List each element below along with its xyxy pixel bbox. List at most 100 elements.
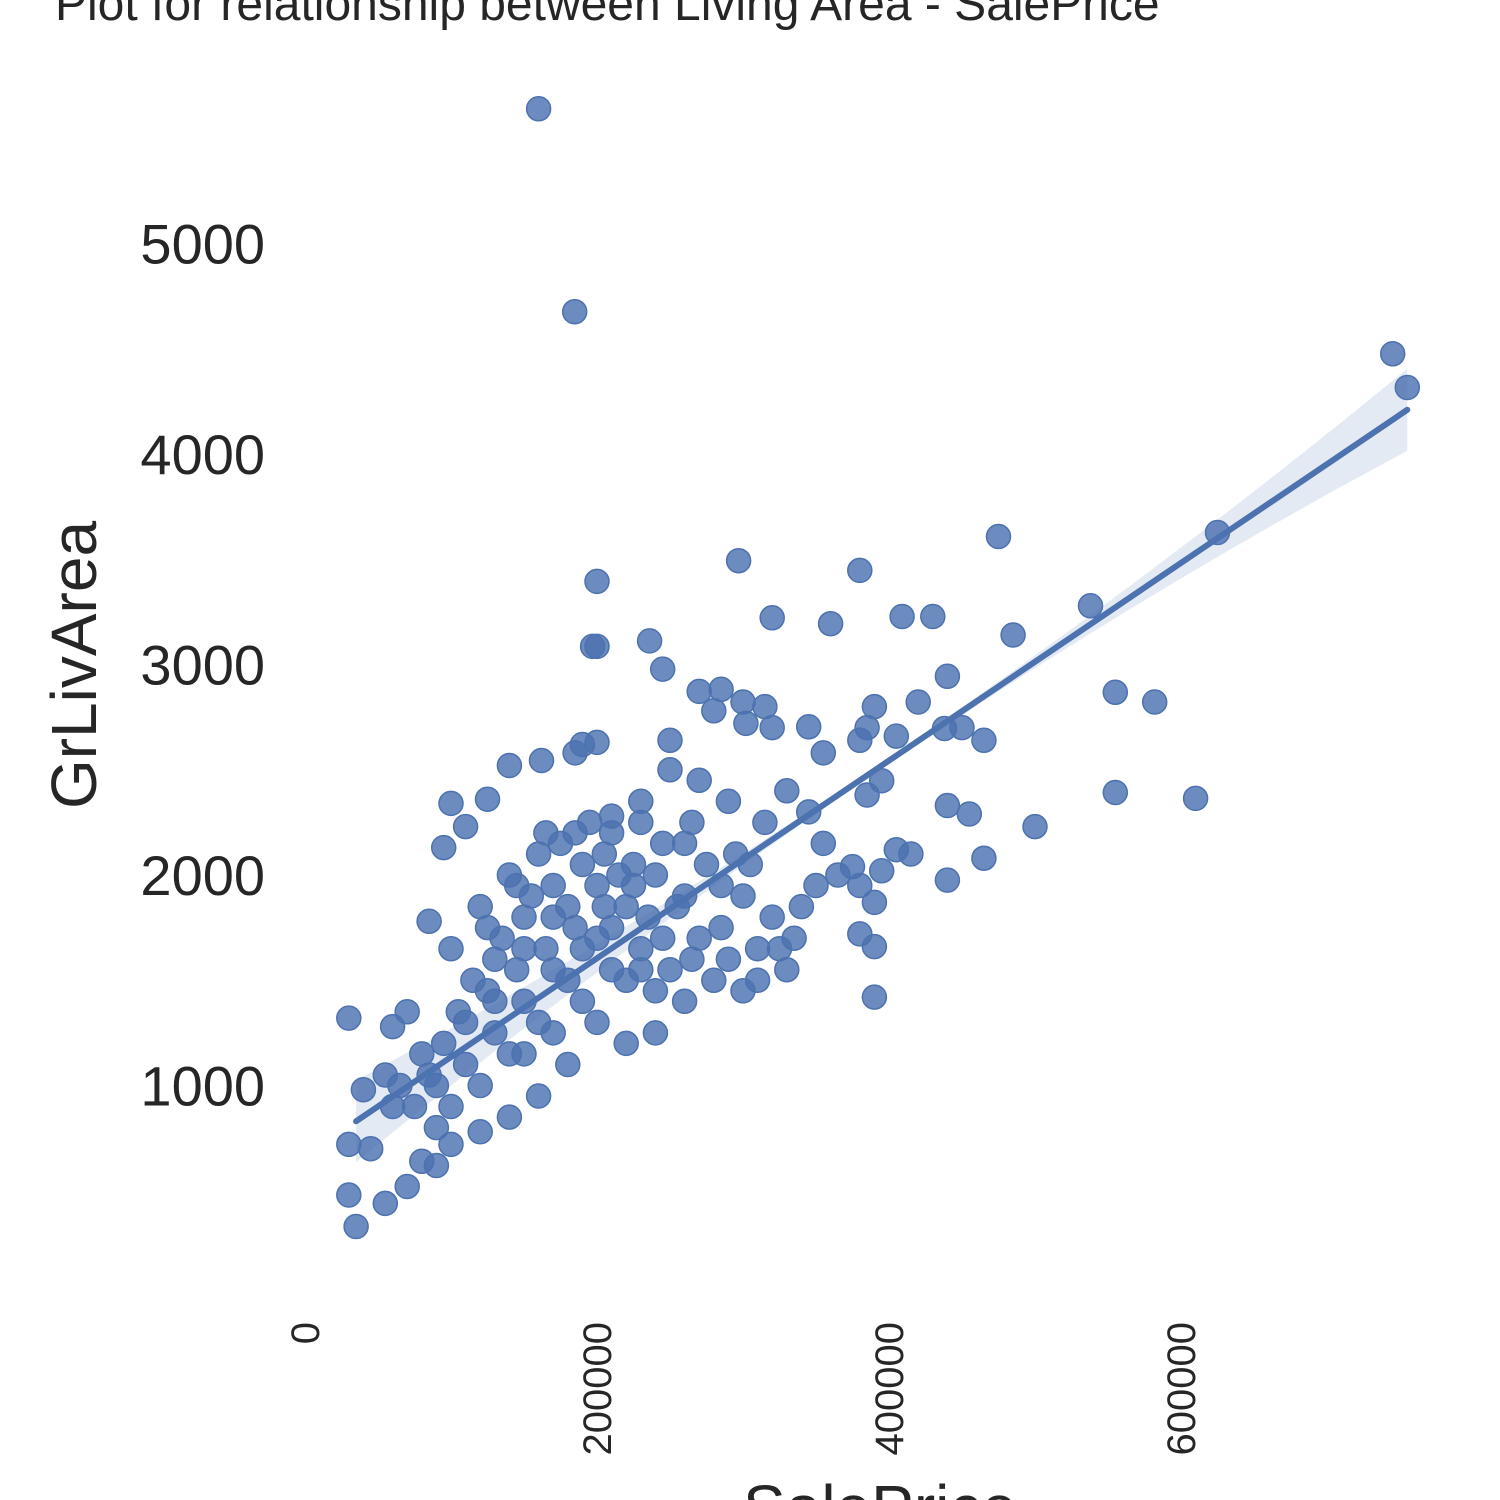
scatter-point — [768, 937, 792, 961]
scatter-point — [592, 842, 616, 866]
scatter-point — [855, 783, 879, 807]
scatter-point — [935, 868, 959, 892]
scatter-point — [651, 831, 675, 855]
chart-title: Plot for relationship between Living Are… — [55, 0, 1160, 31]
scatter-point — [687, 926, 711, 950]
x-tick-label: 400000 — [868, 1322, 912, 1455]
x-tick-labels: 0 200000 400000 600000 — [284, 1322, 1204, 1455]
scatter-point — [476, 916, 500, 940]
scatter-point — [658, 728, 682, 752]
scatter-point — [1381, 342, 1405, 366]
y-tick-labels: 1000 2000 3000 4000 5000 — [140, 213, 265, 1118]
scatter-point — [709, 677, 733, 701]
scatter-point — [622, 853, 646, 877]
scatter-point — [585, 874, 609, 898]
scatter-point — [1079, 594, 1103, 618]
scatter-point — [1103, 680, 1127, 704]
scatter-point — [760, 716, 784, 740]
scatter-point — [541, 874, 565, 898]
scatter-point — [446, 1000, 470, 1024]
scatter-point — [906, 690, 930, 714]
scatter-point — [1023, 815, 1047, 839]
scatter-point — [870, 859, 894, 883]
y-axis-label: GrLivArea — [38, 521, 110, 810]
scatter-point — [760, 606, 784, 630]
scatter-point — [716, 947, 740, 971]
scatter-point — [570, 989, 594, 1013]
scatter-point — [337, 1132, 361, 1156]
scatter-point — [899, 842, 923, 866]
scatter-point — [541, 905, 565, 929]
scatter-point — [731, 979, 755, 1003]
scatter-point — [862, 935, 886, 959]
scatter-point — [585, 569, 609, 593]
scatter-point — [643, 863, 667, 887]
scatter-point — [424, 1154, 448, 1178]
scatter-point — [760, 905, 784, 929]
scatter-point — [395, 1175, 419, 1199]
scatter-point — [512, 937, 536, 961]
scatter-point — [775, 779, 799, 803]
x-axis-label: SalePrice — [743, 1472, 1017, 1500]
scatter-point — [417, 909, 441, 933]
scatter-point — [600, 804, 624, 828]
scatter-point — [439, 1095, 463, 1119]
scatter-point — [497, 1105, 521, 1129]
scatter-point — [987, 525, 1011, 549]
scatter-point — [811, 741, 835, 765]
scatter-point — [497, 754, 521, 778]
scatter-point — [680, 810, 704, 834]
scatter-point — [673, 989, 697, 1013]
y-tick-label: 1000 — [140, 1055, 265, 1118]
scatter-point — [556, 1053, 580, 1077]
y-tick-label: 3000 — [140, 634, 265, 697]
y-tick-label: 2000 — [140, 844, 265, 907]
scatter-point — [351, 1078, 375, 1102]
scatter-point — [753, 810, 777, 834]
scatter-point — [643, 1021, 667, 1045]
scatter-point — [687, 768, 711, 792]
scatter-point — [476, 787, 500, 811]
scatter-point — [972, 728, 996, 752]
scatter-point — [563, 300, 587, 324]
scatter-point — [921, 605, 945, 629]
scatter-point — [702, 968, 726, 992]
y-tick-label: 5000 — [140, 213, 265, 276]
scatter-point — [651, 926, 675, 950]
scatter-point — [585, 634, 609, 658]
scatter-point — [862, 985, 886, 1009]
scatter-point — [1103, 781, 1127, 805]
scatter-point — [344, 1215, 368, 1239]
scatter-point — [658, 758, 682, 782]
scatter-point — [395, 1000, 419, 1024]
scatter-point — [483, 989, 507, 1013]
scatter-point — [658, 958, 682, 982]
scatter-point — [643, 979, 667, 1003]
scatter-point — [534, 821, 558, 845]
scatter-point — [629, 958, 653, 982]
scatter-point — [848, 728, 872, 752]
scatter-point — [403, 1095, 427, 1119]
scatter-point — [811, 831, 835, 855]
scatter-point — [819, 612, 843, 636]
scatter-point — [541, 1021, 565, 1045]
scatter-point — [797, 715, 821, 739]
scatter-point — [716, 789, 740, 813]
scatter-point — [439, 937, 463, 961]
scatter-point — [424, 1074, 448, 1098]
scatter-point — [585, 1010, 609, 1034]
scatter-point — [359, 1137, 383, 1161]
scatter-point — [454, 815, 478, 839]
scatter-point — [746, 937, 770, 961]
scatter-point — [1184, 786, 1208, 810]
scatter-point — [563, 821, 587, 845]
scatter-point — [468, 1120, 492, 1144]
scatter-point — [890, 605, 914, 629]
scatter-point — [957, 802, 981, 826]
scatter-point — [585, 730, 609, 754]
scatter-point — [541, 958, 565, 982]
scatter-point — [468, 1074, 492, 1098]
scatter-point — [527, 1084, 551, 1108]
scatter-point — [789, 895, 813, 919]
